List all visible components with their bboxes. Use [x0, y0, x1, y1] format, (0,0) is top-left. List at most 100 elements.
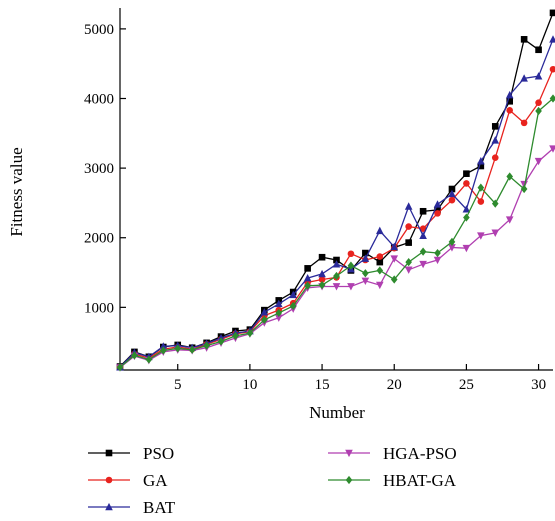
y-tick-label: 4000 — [84, 92, 114, 108]
y-tick-label: 5000 — [84, 22, 114, 38]
data-point-hbat-ga — [203, 341, 210, 350]
data-point-bat — [274, 299, 283, 308]
legend-label: HGA-PSO — [383, 444, 457, 463]
data-point-ga — [376, 253, 384, 260]
data-point-hga-pso — [534, 157, 543, 166]
data-point-ga — [506, 107, 513, 114]
data-point-pso — [448, 185, 456, 193]
data-point-bat — [361, 254, 370, 262]
data-point-hbat-ga — [246, 329, 254, 338]
data-point-hga-pso — [274, 314, 283, 322]
data-point-bat — [534, 72, 543, 80]
data-point-hbat-ga — [535, 106, 542, 116]
data-point-hga-pso — [477, 232, 485, 240]
legend-marker — [105, 476, 113, 484]
data-point-ga — [535, 99, 542, 106]
series-hbat-ga — [116, 94, 555, 372]
legend-item-hbat-ga: HBAT-GA — [328, 471, 457, 490]
data-point-hbat-ga — [188, 345, 196, 354]
y-tick-label: 3000 — [84, 161, 114, 177]
x-axis-title: Number — [309, 403, 365, 422]
legend-marker — [345, 449, 353, 458]
data-point-ga — [318, 276, 326, 283]
data-point-ga — [549, 65, 555, 73]
data-point-hbat-ga — [491, 199, 499, 208]
data-point-hbat-ga — [333, 271, 340, 281]
data-point-hga-pso — [433, 256, 442, 265]
data-point-hbat-ga — [419, 247, 427, 256]
data-point-ga — [448, 196, 456, 204]
data-point-pso — [549, 9, 555, 17]
data-point-hga-pso — [505, 216, 514, 224]
series-line-ga — [119, 69, 554, 368]
data-point-pso — [419, 207, 427, 215]
data-point-pso — [434, 206, 441, 214]
x-tick-label: 5 — [174, 377, 182, 393]
data-point-hga-pso — [376, 281, 384, 290]
data-point-pso — [520, 36, 528, 43]
data-point-bat — [419, 231, 427, 239]
data-point-hbat-ga — [362, 269, 369, 278]
x-tick-label: 30 — [531, 377, 546, 393]
data-point-hbat-ga — [174, 344, 182, 353]
legend-label: BAT — [143, 498, 176, 517]
data-point-hbat-ga — [434, 248, 441, 258]
data-point-bat — [549, 35, 555, 43]
series-line-pso — [119, 12, 554, 367]
data-point-ga — [434, 210, 441, 217]
data-point-hbat-ga — [232, 331, 239, 340]
data-point-bat — [462, 205, 471, 213]
series-bat — [116, 35, 555, 371]
legend: PSO GA BAT HGA-PSO HBAT-GA — [88, 444, 457, 517]
legend-marker — [105, 449, 113, 457]
data-point-hga-pso — [549, 145, 555, 153]
data-point-hbat-ga — [506, 172, 513, 181]
data-point-hga-pso — [404, 266, 413, 274]
data-point-hga-pso — [462, 244, 471, 253]
data-point-hga-pso — [419, 260, 427, 269]
data-point-hbat-ga — [275, 308, 283, 318]
data-point-hga-pso — [390, 255, 399, 263]
legend-item-ga: GA — [88, 471, 168, 490]
y-axis-title: Fitness value — [7, 147, 26, 236]
data-point-hbat-ga — [289, 301, 297, 311]
data-point-hga-pso — [448, 244, 456, 252]
data-point-bat — [491, 136, 500, 144]
data-point-hbat-ga — [463, 213, 470, 222]
data-point-pso — [304, 265, 311, 272]
data-point-ga — [520, 119, 528, 127]
data-point-bat — [520, 74, 528, 82]
axes: 1000 2000 3000 4000 5000 5 10 15 20 25 30 — [84, 8, 553, 393]
data-point-pso — [463, 170, 470, 177]
data-point-bat — [376, 226, 384, 235]
data-point-hbat-ga — [477, 183, 485, 192]
data-point-hbat-ga — [304, 281, 311, 290]
x-tick-label: 25 — [459, 377, 474, 393]
data-point-hbat-ga — [549, 94, 555, 103]
x-tick-label: 15 — [315, 377, 330, 393]
data-point-ga — [477, 198, 485, 205]
data-point-hbat-ga — [520, 184, 528, 194]
y-tick-label: 2000 — [84, 231, 114, 247]
series-layer — [116, 9, 555, 372]
data-point-hbat-ga — [116, 363, 124, 372]
data-point-pso — [535, 46, 542, 54]
series-ga — [116, 65, 555, 371]
data-point-bat — [505, 90, 514, 99]
data-point-hbat-ga — [347, 261, 355, 270]
x-tick-label: 10 — [242, 377, 257, 393]
data-point-hbat-ga — [448, 237, 456, 247]
data-point-hbat-ga — [131, 351, 138, 360]
data-point-hga-pso — [347, 283, 355, 291]
legend-item-hga-pso: HGA-PSO — [328, 444, 457, 463]
data-point-hbat-ga — [376, 266, 384, 275]
legend-label: GA — [143, 471, 168, 490]
data-point-pso — [506, 97, 513, 105]
legend-marker — [105, 502, 113, 511]
data-point-bat — [433, 200, 442, 208]
data-point-ga — [419, 225, 427, 232]
data-point-bat — [404, 202, 413, 210]
data-point-ga — [347, 250, 355, 258]
y-tick-label: 1000 — [84, 300, 114, 316]
data-point-hbat-ga — [405, 257, 412, 267]
